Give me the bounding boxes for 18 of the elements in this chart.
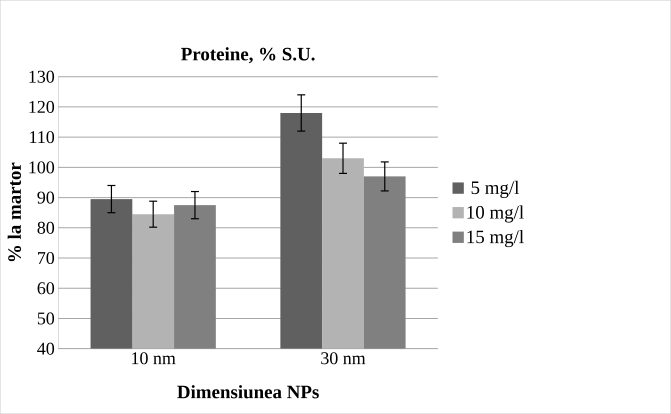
x-tick-label: 10 nm (132, 352, 176, 364)
legend-label: 15 mg/l (467, 230, 524, 248)
y-tick-label: 130 (29, 70, 54, 83)
x-axis-title: Dimensiunea NPs (177, 385, 319, 398)
chart-title: Proteine, % S.U. (181, 47, 315, 64)
legend-label: 5 mg/l (472, 180, 520, 198)
y-tick-label: 80 (38, 222, 54, 234)
x-tick-label: 30 nm (321, 352, 366, 364)
y-tick-label: 90 (37, 192, 54, 204)
y-tick-label: 120 (29, 100, 54, 113)
y-tick-label: 60 (38, 282, 54, 294)
y-tick-label: 100 (29, 161, 54, 174)
y-tick-label: 70 (38, 252, 54, 264)
y-tick-label: 110 (30, 131, 54, 144)
y-tick-label: 40 (37, 342, 54, 355)
y-axis-title: % la martor (8, 162, 22, 262)
legend-label: 10 mg/l (467, 205, 524, 223)
y-tick-label: 50 (38, 312, 54, 324)
